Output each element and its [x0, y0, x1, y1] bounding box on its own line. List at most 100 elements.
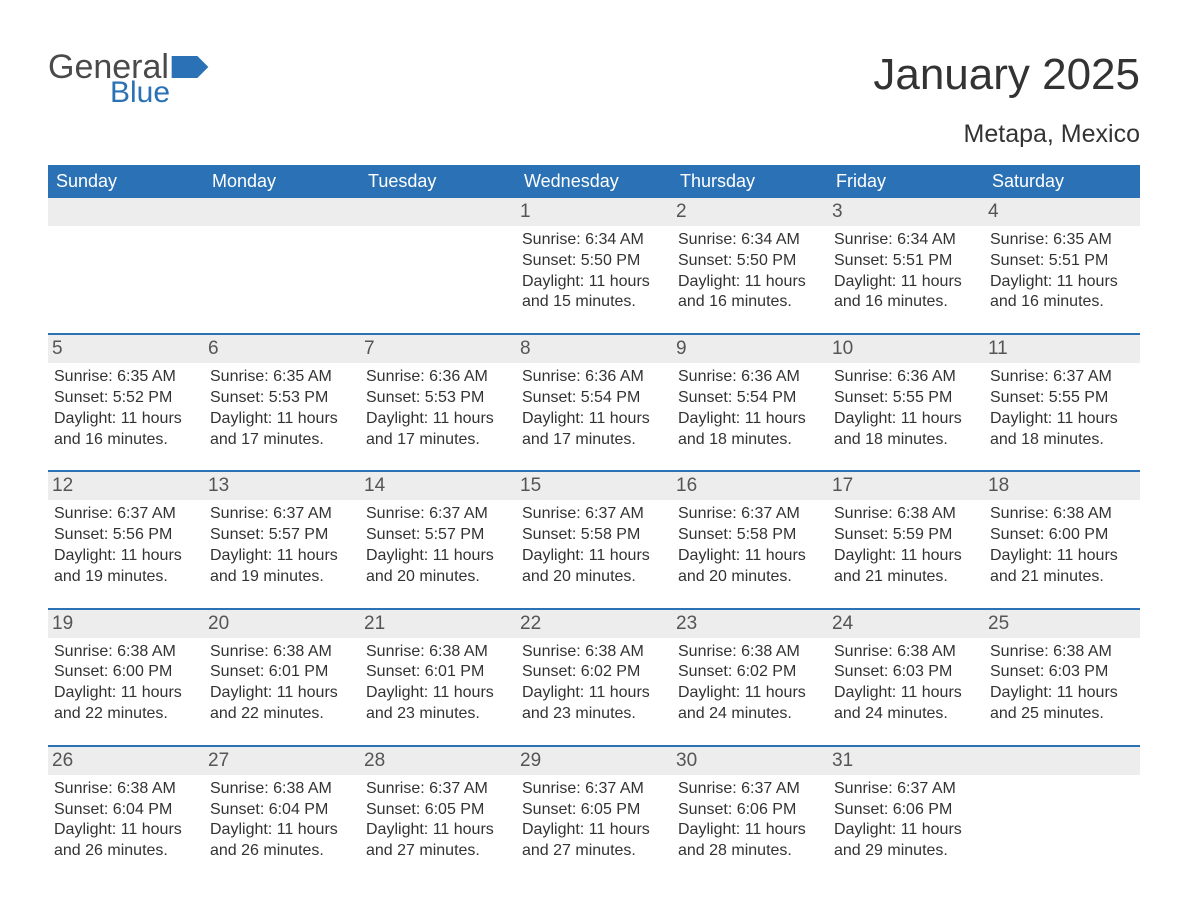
sunset-label: Sunset: 6:00 PM — [54, 662, 198, 683]
day-cell: 10Sunrise: 6:36 AMSunset: 5:55 PMDayligh… — [828, 335, 984, 470]
sunrise-label: Sunrise: 6:38 AM — [54, 779, 198, 800]
day-cell: 25Sunrise: 6:38 AMSunset: 6:03 PMDayligh… — [984, 610, 1140, 745]
sunset-label: Sunset: 5:55 PM — [834, 388, 978, 409]
day-number: 26 — [48, 747, 204, 775]
daylight-label: Daylight: 11 hours and 22 minutes. — [54, 683, 198, 725]
calendar-week: 26Sunrise: 6:38 AMSunset: 6:04 PMDayligh… — [48, 745, 1140, 882]
day-cell — [984, 747, 1140, 882]
sunset-label: Sunset: 6:04 PM — [54, 800, 198, 821]
day-cell: 18Sunrise: 6:38 AMSunset: 6:00 PMDayligh… — [984, 472, 1140, 607]
sunset-label: Sunset: 5:50 PM — [522, 251, 666, 272]
day-cell: 26 Sunrise: 6:38 AMSunset: 6:04 PMDayligh… — [48, 747, 204, 882]
day-cell: 19Sunrise: 6:38 AMSunset: 6:00 PMDayligh… — [48, 610, 204, 745]
day-cell: 24Sunrise: 6:38 AMSunset: 6:03 PMDayligh… — [828, 610, 984, 745]
day-cell: 5Sunrise: 6:35 AMSunset: 5:52 PMDaylight… — [48, 335, 204, 470]
daylight-label: Daylight: 11 hours and 16 minutes. — [990, 272, 1134, 314]
day-number: 19 — [48, 610, 204, 638]
daylight-label: Daylight: 11 hours and 16 minutes. — [834, 272, 978, 314]
daylight-label: Daylight: 11 hours and 27 minutes. — [366, 820, 510, 862]
day-number: 5 — [48, 335, 204, 363]
day-cell: 6Sunrise: 6:35 AMSunset: 5:53 PMDaylight… — [204, 335, 360, 470]
daylight-label: Daylight: 11 hours and 19 minutes. — [54, 546, 198, 588]
sunset-label: Sunset: 5:51 PM — [990, 251, 1134, 272]
day-number: 18 — [984, 472, 1140, 500]
daylight-label: Daylight: 11 hours and 18 minutes. — [834, 409, 978, 451]
day-number: 1 — [516, 198, 672, 226]
sunset-label: Sunset: 5:50 PM — [678, 251, 822, 272]
sunrise-label: Sunrise: 6:37 AM — [522, 779, 666, 800]
daylight-label: Daylight: 11 hours and 22 minutes. — [210, 683, 354, 725]
day-number: 12 — [48, 472, 204, 500]
day-number: 20 — [204, 610, 360, 638]
daylight-label: Daylight: 11 hours and 20 minutes. — [678, 546, 822, 588]
day-cell: 20 Sunrise: 6:38 AMSunset: 6:01 PMDayligh… — [204, 610, 360, 745]
sunset-label: Sunset: 5:51 PM — [834, 251, 978, 272]
title-block: January 2025 Metapa, Mexico — [873, 50, 1140, 159]
day-cell — [48, 198, 204, 333]
sunset-label: Sunset: 5:57 PM — [210, 525, 354, 546]
day-number — [48, 198, 204, 226]
sunrise-label: Sunrise: 6:37 AM — [522, 504, 666, 525]
sunrise-label: Sunrise: 6:37 AM — [366, 504, 510, 525]
location-label: Metapa, Mexico — [873, 120, 1140, 149]
day-number — [204, 198, 360, 226]
day-number: 14 — [360, 472, 516, 500]
day-cell: 28Sunrise: 6:37 AMSunset: 6:05 PMDayligh… — [360, 747, 516, 882]
daylight-label: Daylight: 11 hours and 21 minutes. — [834, 546, 978, 588]
day-number: 30 — [672, 747, 828, 775]
sunset-label: Sunset: 6:06 PM — [834, 800, 978, 821]
day-number: 24 — [828, 610, 984, 638]
sunrise-label: Sunrise: 6:37 AM — [834, 779, 978, 800]
daylight-label: Daylight: 11 hours and 16 minutes. — [54, 409, 198, 451]
day-header: Sunday — [48, 165, 204, 198]
daylight-label: Daylight: 11 hours and 27 minutes. — [522, 820, 666, 862]
day-number: 8 — [516, 335, 672, 363]
day-number: 2 — [672, 198, 828, 226]
sunrise-label: Sunrise: 6:36 AM — [522, 367, 666, 388]
sunset-label: Sunset: 6:05 PM — [522, 800, 666, 821]
sunrise-label: Sunrise: 6:37 AM — [54, 504, 198, 525]
daylight-label: Daylight: 11 hours and 21 minutes. — [990, 546, 1134, 588]
daylight-label: Daylight: 11 hours and 23 minutes. — [522, 683, 666, 725]
daylight-label: Daylight: 11 hours and 23 minutes. — [366, 683, 510, 725]
sunrise-label: Sunrise: 6:36 AM — [366, 367, 510, 388]
day-cell: 9Sunrise: 6:36 AMSunset: 5:54 PMDaylight… — [672, 335, 828, 470]
day-header: Thursday — [672, 165, 828, 198]
sunset-label: Sunset: 6:05 PM — [366, 800, 510, 821]
header: General Blue January 2025 Metapa, Mexico — [48, 50, 1140, 159]
daylight-label: Daylight: 11 hours and 26 minutes. — [54, 820, 198, 862]
day-cell: 30Sunrise: 6:37 AMSunset: 6:06 PMDayligh… — [672, 747, 828, 882]
daylight-label: Daylight: 11 hours and 26 minutes. — [210, 820, 354, 862]
daylight-label: Daylight: 11 hours and 15 minutes. — [522, 272, 666, 314]
day-cell: 4Sunrise: 6:35 AMSunset: 5:51 PMDaylight… — [984, 198, 1140, 333]
sunrise-label: Sunrise: 6:35 AM — [210, 367, 354, 388]
day-number: 15 — [516, 472, 672, 500]
day-number: 13 — [204, 472, 360, 500]
sunset-label: Sunset: 5:53 PM — [210, 388, 354, 409]
day-cell: 12 Sunrise: 6:37 AMSunset: 5:56 PMDayligh… — [48, 472, 204, 607]
calendar-week: 5Sunrise: 6:35 AMSunset: 5:52 PMDaylight… — [48, 333, 1140, 470]
sunset-label: Sunset: 6:01 PM — [210, 662, 354, 683]
sunrise-label: Sunrise: 6:38 AM — [990, 642, 1134, 663]
daylight-label: Daylight: 11 hours and 17 minutes. — [522, 409, 666, 451]
calendar-week: 1Sunrise: 6:34 AMSunset: 5:50 PMDaylight… — [48, 198, 1140, 333]
day-number: 16 — [672, 472, 828, 500]
day-number: 27 — [204, 747, 360, 775]
sunrise-label: Sunrise: 6:37 AM — [366, 779, 510, 800]
sunset-label: Sunset: 6:03 PM — [834, 662, 978, 683]
sunrise-label: Sunrise: 6:36 AM — [678, 367, 822, 388]
day-number — [360, 198, 516, 226]
sunrise-label: Sunrise: 6:37 AM — [210, 504, 354, 525]
day-cell: 13Sunrise: 6:37 AMSunset: 5:57 PMDayligh… — [204, 472, 360, 607]
sunrise-label: Sunrise: 6:38 AM — [522, 642, 666, 663]
logo: General Blue — [48, 50, 209, 108]
daylight-label: Daylight: 11 hours and 17 minutes. — [210, 409, 354, 451]
sunrise-label: Sunrise: 6:38 AM — [210, 642, 354, 663]
daylight-label: Daylight: 11 hours and 29 minutes. — [834, 820, 978, 862]
calendar-week: 12Sunrise: 6:37 AMSunset: 5:56 PMDayligh… — [48, 470, 1140, 607]
sunset-label: Sunset: 5:56 PM — [54, 525, 198, 546]
daylight-label: Daylight: 11 hours and 17 minutes. — [366, 409, 510, 451]
sunset-label: Sunset: 6:06 PM — [678, 800, 822, 821]
sunset-label: Sunset: 5:58 PM — [522, 525, 666, 546]
daylight-label: Daylight: 11 hours and 20 minutes. — [366, 546, 510, 588]
